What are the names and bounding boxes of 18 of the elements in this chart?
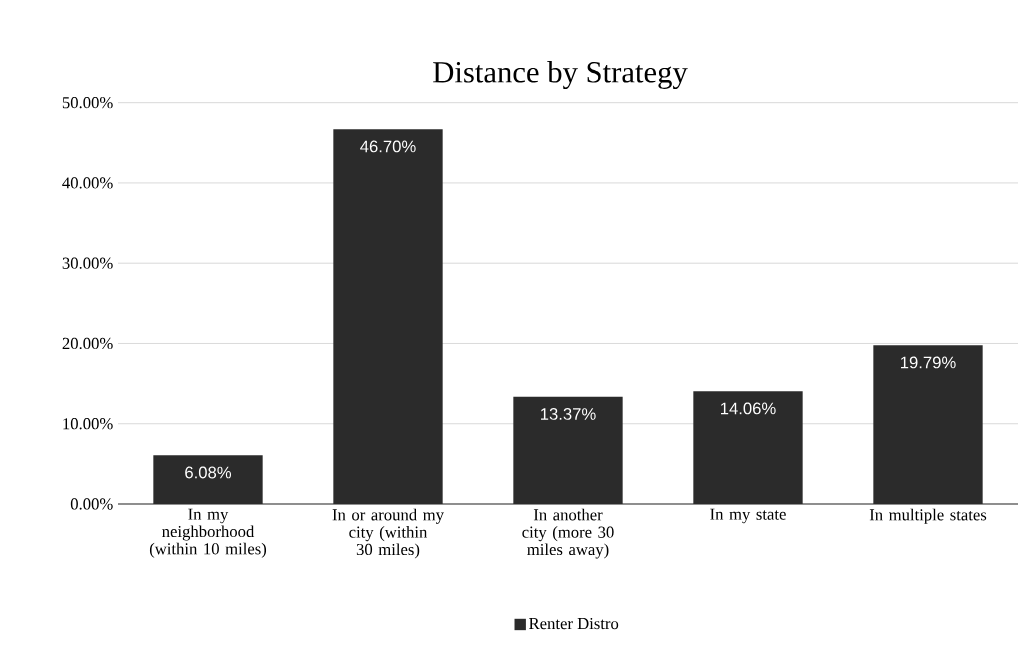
data-label: 19.79% bbox=[901, 356, 956, 369]
x-tick-label: In or around my city (within 30 miles) bbox=[332, 508, 444, 559]
x-tick-label: In my neighborhood (within 10 miles) bbox=[149, 508, 267, 558]
y-tick-label: 30.00% bbox=[62, 257, 113, 269]
data-label: 6.08% bbox=[185, 466, 232, 479]
x-tick-label: In multiple states bbox=[869, 508, 987, 524]
x-tick-label: In another city (more 30 miles away) bbox=[522, 508, 614, 559]
data-label: 13.37% bbox=[541, 408, 596, 420]
chart-title: Distance by Strategy bbox=[433, 61, 688, 89]
y-tick-label: 50.00% bbox=[62, 97, 113, 109]
y-tick-label: 40.00% bbox=[62, 177, 113, 189]
data-label: 46.70% bbox=[360, 140, 416, 153]
y-tick-label: 10.00% bbox=[63, 418, 113, 430]
x-tick-label: In my state bbox=[710, 508, 786, 524]
legend-label: Renter Distro bbox=[529, 617, 619, 630]
data-label: 14.06% bbox=[721, 402, 776, 415]
y-tick-label: 0.00% bbox=[70, 498, 113, 510]
y-tick-label: 20.00% bbox=[62, 337, 113, 350]
